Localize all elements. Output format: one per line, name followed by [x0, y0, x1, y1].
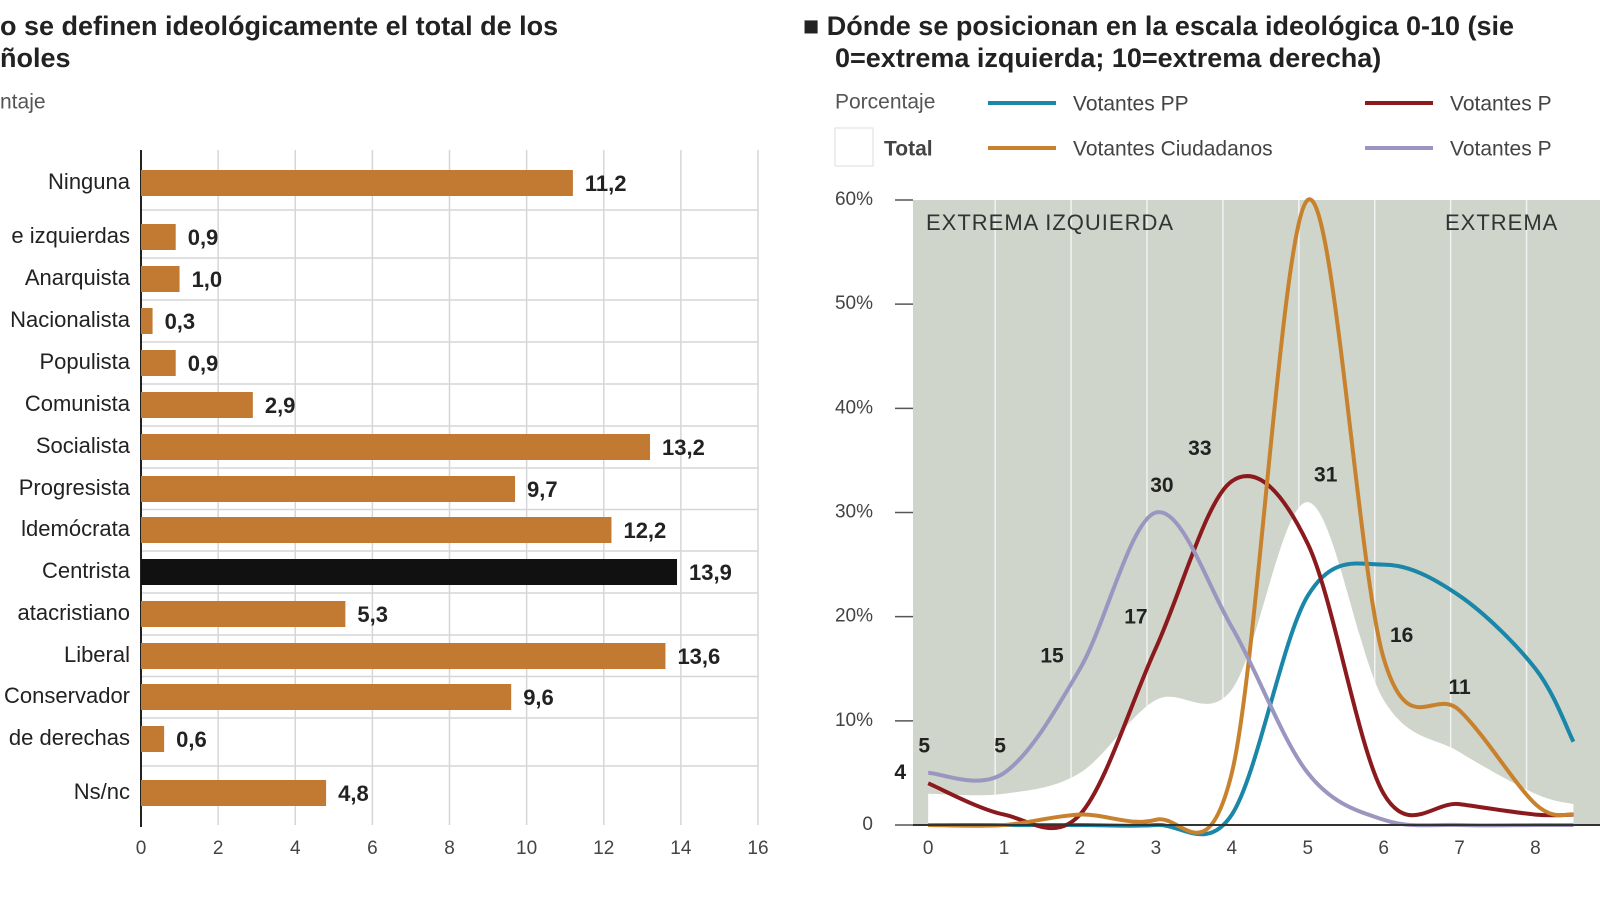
y-tick-label: 10%	[835, 710, 873, 731]
bar	[141, 643, 666, 669]
category-label: atacristiano	[17, 600, 130, 625]
bar	[141, 517, 612, 543]
x-tick-label: 6	[1378, 838, 1389, 859]
category-label: e izquierdas	[11, 223, 130, 248]
category-label: Socialista	[36, 433, 131, 458]
bar	[141, 780, 327, 806]
x-tick-label: 4	[290, 838, 301, 859]
data-label: 17	[1124, 605, 1147, 628]
chart-title: 0=extrema izquierda; 10=extrema derecha)	[835, 43, 1381, 73]
annotation: EXTREMA IZQUIERDA	[926, 210, 1174, 235]
value-label: 0,3	[165, 309, 196, 334]
chart-subtitle: Porcentaje	[835, 91, 935, 114]
data-label: 15	[1040, 644, 1064, 667]
data-label: 5	[994, 734, 1006, 757]
category-label: Comunista	[25, 391, 131, 416]
legend-label: Votantes Ciudadanos	[1073, 138, 1273, 161]
bar	[141, 392, 253, 418]
value-label: 0,6	[176, 727, 207, 752]
value-label: 0,9	[188, 351, 219, 376]
x-tick-label: 4	[1227, 838, 1238, 859]
category-label: Nacionalista	[10, 307, 131, 332]
bar	[141, 266, 180, 292]
x-tick-label: 12	[593, 838, 614, 859]
category-label: Progresista	[19, 475, 131, 500]
data-label: 30	[1150, 474, 1173, 497]
chart-title: ■ Dónde se posicionan en la escala ideol…	[803, 11, 1514, 41]
category-label: de derechas	[9, 725, 130, 750]
category-label: Centrista	[42, 558, 131, 583]
category-label: ldemócrata	[21, 516, 131, 541]
bar	[141, 476, 516, 502]
x-tick-label: 0	[136, 838, 147, 859]
data-label: 16	[1390, 624, 1413, 647]
data-label: 11	[1448, 676, 1471, 699]
data-label: 33	[1188, 437, 1211, 460]
y-tick-label: 40%	[835, 397, 873, 418]
y-tick-label: 20%	[835, 606, 873, 627]
x-tick-label: 7	[1454, 838, 1465, 859]
value-label: 13,6	[677, 644, 720, 669]
x-tick-label: 16	[747, 838, 768, 859]
bar	[141, 726, 165, 752]
value-label: 9,6	[523, 685, 554, 710]
y-tick-label: 0	[862, 814, 873, 835]
x-tick-label: 8	[444, 838, 455, 859]
data-label: 31	[1314, 464, 1338, 487]
bar	[141, 308, 153, 334]
data-label: 4	[894, 761, 906, 784]
value-label: 12,2	[623, 518, 666, 543]
value-label: 0,9	[188, 225, 219, 250]
y-tick-label: 30%	[835, 502, 873, 523]
category-label: Liberal	[64, 642, 130, 667]
category-label: Populista	[39, 349, 130, 374]
legend-label: Votantes P	[1450, 138, 1552, 161]
legend-label: Votantes P	[1450, 93, 1552, 116]
value-label: 5,3	[357, 602, 388, 627]
chart-title: ñoles	[0, 43, 71, 73]
bar	[141, 684, 512, 710]
category-label: Ns/nc	[74, 779, 130, 804]
x-tick-label: 0	[923, 838, 934, 859]
x-tick-label: 8	[1530, 838, 1541, 859]
bar	[141, 434, 651, 460]
bar	[141, 559, 678, 585]
line	[928, 197, 1574, 835]
category-label: Anarquista	[25, 265, 131, 290]
bar	[141, 224, 176, 250]
value-label: 2,9	[265, 393, 296, 418]
x-tick-label: 10	[516, 838, 537, 859]
bar	[141, 350, 176, 376]
legend-label: Votantes PP	[1073, 93, 1189, 116]
legend-swatch	[834, 127, 874, 167]
x-tick-label: 3	[1151, 838, 1162, 859]
chart-subtitle: ntaje	[0, 91, 46, 114]
value-label: 4,8	[338, 781, 369, 806]
x-tick-label: 5	[1302, 838, 1313, 859]
line	[927, 474, 1574, 831]
value-label: 9,7	[527, 477, 558, 502]
category-label: Conservador	[4, 683, 130, 708]
value-label: 1,0	[192, 267, 223, 292]
y-tick-label: 50%	[835, 293, 873, 314]
category-label: Ninguna	[48, 169, 131, 194]
bar	[141, 601, 346, 627]
legend-label: Total	[884, 138, 933, 161]
value-label: 13,2	[662, 435, 705, 460]
x-tick-label: 2	[1075, 838, 1086, 859]
chart-title: o se definen ideológicamente el total de…	[0, 11, 558, 41]
x-tick-label: 6	[367, 838, 378, 859]
annotation: EXTREMA	[1445, 210, 1558, 235]
x-tick-label: 1	[999, 838, 1010, 859]
value-label: 13,9	[689, 560, 732, 585]
x-tick-label: 2	[213, 838, 224, 859]
data-label: 5	[918, 734, 930, 757]
value-label: 11,2	[585, 171, 627, 196]
x-tick-label: 14	[670, 838, 692, 859]
y-tick-label: 60%	[835, 189, 873, 210]
bar	[141, 170, 573, 196]
